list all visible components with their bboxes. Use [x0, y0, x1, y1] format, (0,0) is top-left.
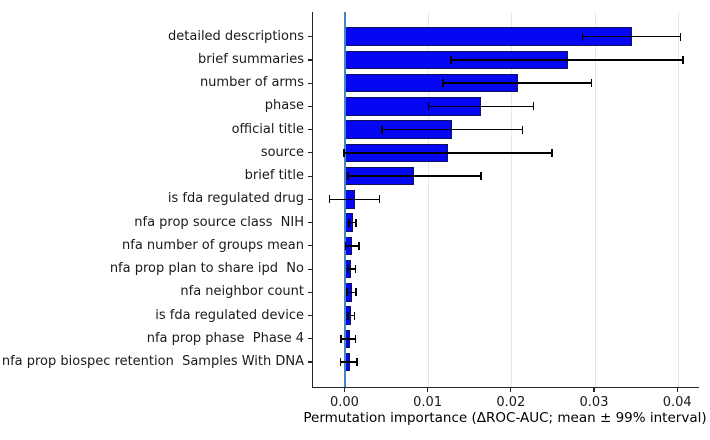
- error-bar: [348, 221, 357, 224]
- error-bar: [382, 128, 523, 131]
- error-bar-cap: [378, 195, 381, 204]
- error-bar-cap: [347, 265, 349, 274]
- x-tick: [593, 388, 595, 393]
- y-tick-label: nfa neighbor count: [180, 284, 304, 300]
- error-bar: [347, 175, 482, 177]
- error-bar-cap: [344, 241, 347, 250]
- error-bar: [329, 198, 380, 201]
- gridline: [677, 12, 679, 387]
- x-tick-label: 0.03: [579, 395, 609, 410]
- y-tick: [308, 291, 312, 293]
- error-bar: [442, 82, 592, 84]
- x-tick-label: 0.04: [662, 395, 692, 410]
- y-tick-label: brief summaries: [198, 51, 304, 67]
- error-bar: [428, 105, 534, 108]
- error-bar: [347, 314, 355, 317]
- error-bar-cap: [353, 311, 356, 320]
- y-tick: [308, 222, 312, 224]
- error-bar: [451, 59, 684, 61]
- y-tick-label: phase: [264, 98, 304, 114]
- error-bar: [582, 35, 681, 38]
- y-tick-label: nfa prop biospec retention Samples With …: [1, 354, 304, 370]
- error-bar-cap: [679, 32, 682, 41]
- y-tick-label: nfa prop plan to share ipd No: [109, 261, 304, 277]
- x-tick: [427, 388, 429, 393]
- error-bar-cap: [342, 148, 345, 157]
- x-tick: [510, 388, 512, 393]
- error-bar-cap: [581, 32, 584, 41]
- y-tick: [308, 314, 312, 317]
- y-tick: [308, 59, 312, 61]
- error-bar-cap: [357, 241, 360, 250]
- x-tick-label: 0.02: [496, 395, 526, 410]
- x-tick-label: 0.00: [329, 395, 359, 410]
- error-bar: [340, 361, 358, 363]
- y-tick-label: source: [260, 144, 304, 160]
- error-bar: [341, 338, 356, 340]
- error-bar: [347, 268, 356, 270]
- x-tick: [676, 388, 678, 393]
- error-bar-cap: [354, 334, 357, 343]
- error-bar-cap: [682, 55, 684, 64]
- error-bar-cap: [521, 125, 524, 134]
- error-bar-cap: [590, 79, 593, 88]
- y-tick-label: nfa prop phase Phase 4: [146, 330, 304, 346]
- y-tick: [308, 338, 312, 340]
- y-tick: [308, 361, 312, 363]
- error-bar-cap: [480, 172, 482, 181]
- error-bar: [347, 291, 357, 294]
- y-tick-label: detailed descriptions: [168, 28, 304, 44]
- gridline: [511, 12, 513, 387]
- error-bar-cap: [450, 55, 452, 64]
- error-bar-cap: [356, 358, 358, 367]
- error-bar: [343, 152, 552, 154]
- y-tick: [308, 198, 312, 200]
- error-bar-cap: [339, 358, 342, 367]
- y-tick-label: official title: [231, 121, 304, 137]
- y-tick: [308, 36, 312, 38]
- error-bar-cap: [427, 102, 430, 111]
- x-axis-label: Permutation importance (ΔROC-AUC; mean ±…: [303, 410, 707, 426]
- error-bar-cap: [354, 265, 357, 274]
- error-bar-cap: [347, 311, 349, 320]
- y-tick: [308, 82, 312, 84]
- error-bar-cap: [355, 218, 358, 227]
- y-tick-label: brief title: [244, 168, 304, 184]
- error-bar-cap: [381, 125, 383, 134]
- y-tick: [308, 245, 312, 247]
- gridline: [428, 12, 430, 387]
- error-bar-cap: [532, 102, 535, 111]
- y-tick: [308, 105, 312, 107]
- y-tick-label: nfa prop source class NIH: [134, 214, 304, 230]
- plot-area: [312, 12, 699, 388]
- y-tick-label: nfa number of groups mean: [122, 237, 304, 253]
- error-bar-cap: [347, 172, 349, 181]
- error-bar-cap: [328, 195, 331, 204]
- y-tick-label: number of arms: [199, 75, 304, 91]
- x-tick: [343, 388, 346, 393]
- error-bar-cap: [355, 288, 358, 297]
- gridline: [594, 12, 596, 387]
- error-bar-cap: [346, 288, 348, 297]
- y-tick: [308, 152, 312, 154]
- error-bar-cap: [441, 79, 444, 88]
- error-bar-cap: [340, 334, 343, 343]
- y-tick-label: is fda regulated drug: [167, 191, 304, 207]
- x-tick-label: 0.01: [413, 395, 443, 410]
- y-tick: [308, 268, 312, 270]
- y-tick-label: is fda regulated device: [155, 307, 304, 323]
- y-tick: [308, 175, 312, 177]
- error-bar: [345, 245, 359, 247]
- y-tick: [308, 129, 312, 131]
- error-bar-cap: [550, 148, 553, 157]
- error-bar-cap: [347, 218, 350, 227]
